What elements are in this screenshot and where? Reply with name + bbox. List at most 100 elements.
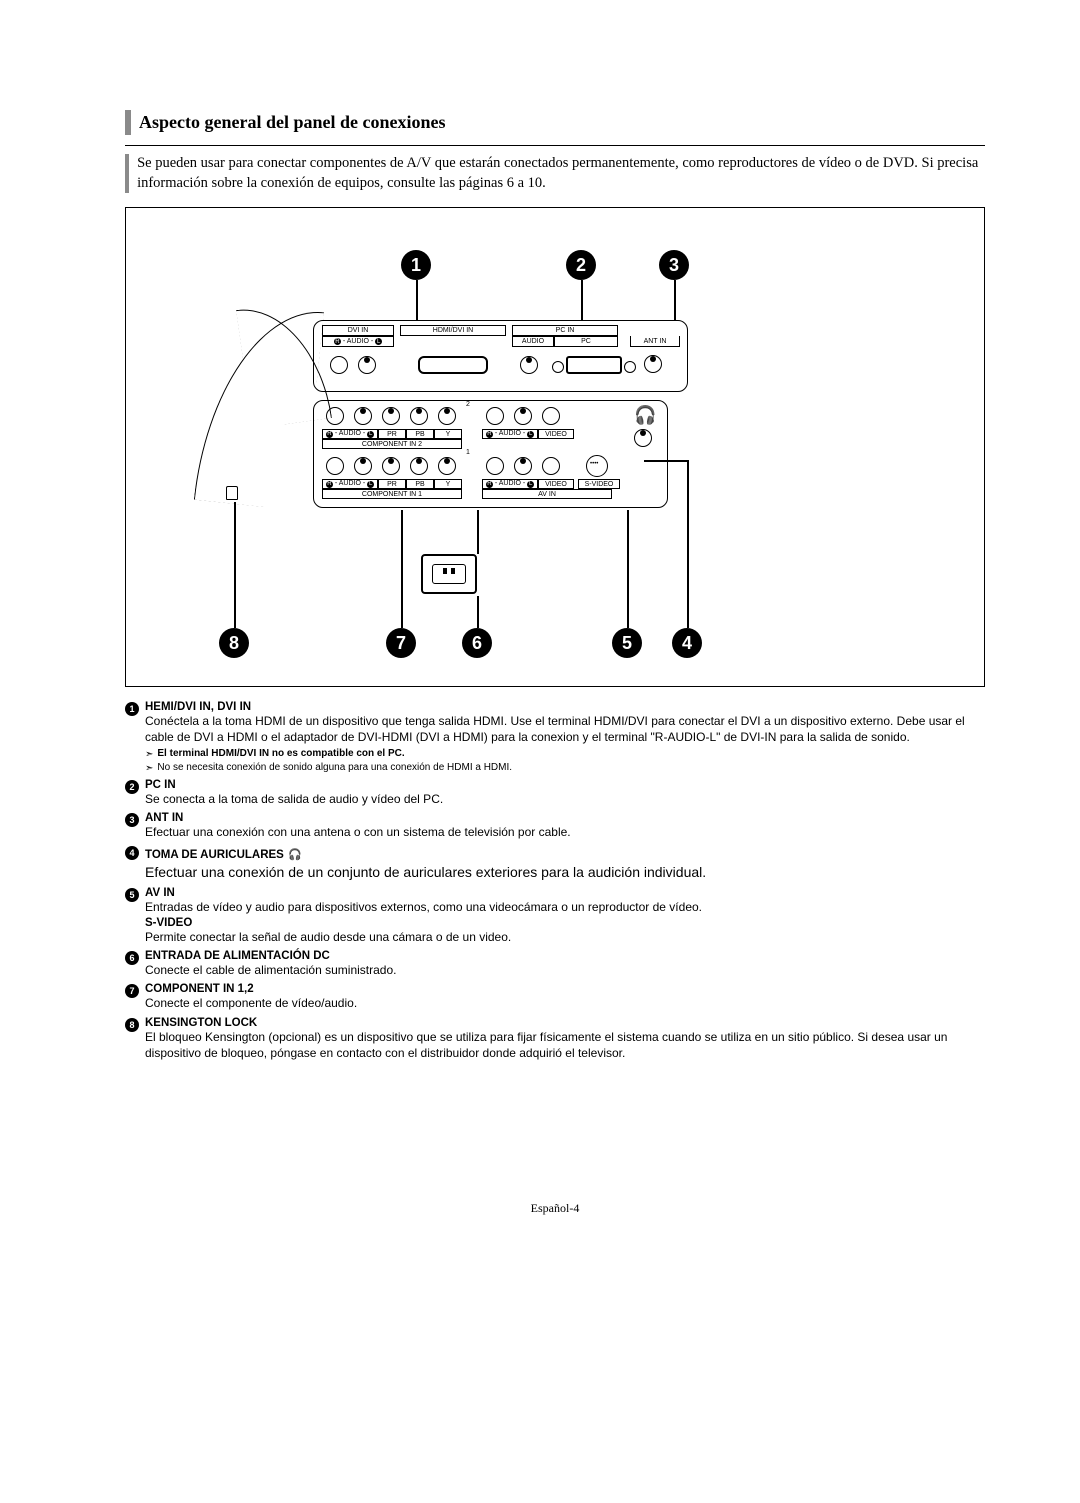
item-number: 5 xyxy=(125,888,139,902)
label-component-in-2: COMPONENT IN 2 xyxy=(322,439,462,449)
text: PB xyxy=(413,480,426,489)
leader-line xyxy=(477,596,479,628)
item-4: 4 TOMA DE AURICULARES 🎧 Efectuar una con… xyxy=(125,845,985,882)
item-text: Efectuar una conexión con una antena o c… xyxy=(145,824,985,840)
label-2: 2 xyxy=(466,401,470,408)
item-5: 5 AV IN Entradas de vídeo y audio para d… xyxy=(125,887,985,945)
leader-line xyxy=(416,280,418,320)
note-text: El terminal HDMI/DVI IN no es compatible… xyxy=(157,748,404,759)
rca-jack xyxy=(514,457,532,475)
text: - AUDIO - xyxy=(495,480,525,487)
item-2: 2 PC IN Se conecta a la toma de salida d… xyxy=(125,779,985,807)
rca-jack xyxy=(382,457,400,475)
label-pc-audio: AUDIO xyxy=(512,336,554,347)
callout-8: 8 xyxy=(219,628,249,658)
rca-jack xyxy=(358,356,376,374)
top-io-panel: DVI IN R - AUDIO - L HDMI/DVI IN PC IN A… xyxy=(313,320,688,392)
headphone-icon: 🎧 xyxy=(634,405,656,426)
prong xyxy=(443,568,447,574)
label-pr: PR xyxy=(378,429,406,439)
label-y: Y xyxy=(434,429,462,439)
heading-row: Aspecto general del panel de conexiones xyxy=(125,110,985,135)
items-list: 1 HEMI/DVI IN, DVI IN Conéctela a la tom… xyxy=(125,701,985,1061)
arrow-icon: ➣ xyxy=(145,749,153,760)
rca-jack xyxy=(410,457,428,475)
item-number: 2 xyxy=(125,780,139,794)
component2-jacks xyxy=(326,407,456,425)
rca-jack xyxy=(542,457,560,475)
component1-jacks xyxy=(326,457,456,475)
text: PB xyxy=(413,430,426,439)
item-7: 7 COMPONENT IN 1,2 Conecte el componente… xyxy=(125,983,985,1011)
text: - AUDIO - xyxy=(335,430,365,437)
intro-row: Se pueden usar para conectar componentes… xyxy=(125,154,985,193)
label-comp-audio: R - AUDIO - L xyxy=(322,479,378,489)
item-number: 3 xyxy=(125,813,139,827)
text: PR xyxy=(385,480,399,489)
item-title: ANT IN xyxy=(145,812,985,824)
item-number: 1 xyxy=(125,702,139,716)
rca-jack xyxy=(326,457,344,475)
callout-1: 1 xyxy=(401,250,431,280)
label-ant-in: ANT IN xyxy=(630,336,680,347)
label-av-audio: R - AUDIO - L xyxy=(482,479,538,489)
label-comp-audio: R - AUDIO - L xyxy=(322,429,378,439)
text: - AUDIO - xyxy=(343,338,373,345)
item-text: Se conecta a la toma de salida de audio … xyxy=(145,791,985,807)
component-av-panel: R - AUDIO - L PR PB Y COMPONENT IN 2 R -… xyxy=(313,400,668,508)
dvi-jacks xyxy=(330,356,376,374)
page-footer: Español-4 xyxy=(125,1201,985,1216)
rca-jack xyxy=(330,356,348,374)
vga-port xyxy=(566,356,622,374)
label-1: 1 xyxy=(466,449,470,456)
label-pc-in: PC IN xyxy=(512,325,618,336)
label-pc: PC xyxy=(554,336,618,347)
item-title: PC IN xyxy=(145,779,985,791)
heading-accent-bar xyxy=(125,110,131,135)
text: VIDEO xyxy=(543,480,569,489)
item-text: Conecte el componente de vídeo/audio. xyxy=(145,995,985,1011)
item-6: 6 ENTRADA DE ALIMENTACIÓN DC Conecte el … xyxy=(125,950,985,978)
text: AV IN xyxy=(536,490,558,499)
text: AUDIO xyxy=(520,337,546,346)
svideo-port xyxy=(586,455,608,477)
item-title: TOMA DE AURICULARES xyxy=(145,849,284,861)
label-dvi-in: DVI IN xyxy=(322,325,394,336)
text: COMPONENT IN 2 xyxy=(360,440,424,449)
text: PC xyxy=(579,337,593,346)
rca-jack xyxy=(410,407,428,425)
item-number: 8 xyxy=(125,1018,139,1032)
label-y: Y xyxy=(434,479,462,489)
label-video: VIDEO xyxy=(538,429,574,439)
item-8: 8 KENSINGTON LOCK El bloqueo Kensington … xyxy=(125,1017,985,1061)
connection-panel-diagram: 1 2 3 DVI IN R - AUDIO - L HDMI/DVI IN P… xyxy=(125,207,985,687)
headphone-jack xyxy=(634,429,652,447)
note-row: ➣ No se necesita conexión de sonido algu… xyxy=(145,762,985,774)
label-dvi-audio: R - AUDIO - L xyxy=(322,336,394,347)
label-video: VIDEO xyxy=(538,479,574,489)
item-number: 6 xyxy=(125,951,139,965)
text: HDMI/DVI IN xyxy=(431,326,475,335)
label-pr: PR xyxy=(378,479,406,489)
audio-jack xyxy=(520,356,538,374)
label-av-in: AV IN xyxy=(482,489,612,499)
item-text: Permite conectar la señal de audio desde… xyxy=(145,929,985,945)
intro-accent-bar xyxy=(125,154,129,193)
leader-line xyxy=(234,502,236,628)
text: PC IN xyxy=(554,326,577,335)
leader-line xyxy=(477,510,479,554)
hdmi-port xyxy=(418,356,488,374)
text: Y xyxy=(444,430,453,439)
text: VIDEO xyxy=(543,430,569,439)
power-prong-box xyxy=(432,564,466,584)
dc-power-port xyxy=(421,554,477,594)
item-title: COMPONENT IN 1,2 xyxy=(145,983,985,995)
text: PR xyxy=(385,430,399,439)
item-text: El bloqueo Kensington (opcional) es un d… xyxy=(145,1029,985,1061)
leader-line xyxy=(627,510,629,628)
rca-jack xyxy=(486,407,504,425)
heading-rule xyxy=(125,145,985,146)
item-1: 1 HEMI/DVI IN, DVI IN Conéctela a la tom… xyxy=(125,701,985,773)
rca-jack xyxy=(542,407,560,425)
rca-jack xyxy=(438,407,456,425)
